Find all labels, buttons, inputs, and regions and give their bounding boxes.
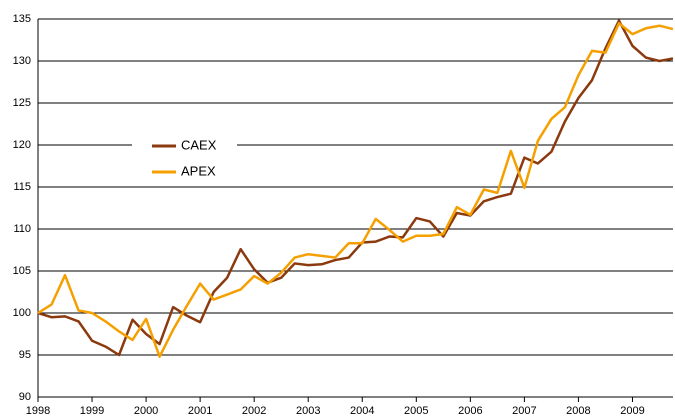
y-tick-label: 90: [19, 391, 31, 403]
x-tick-label: 2004: [350, 405, 374, 417]
x-tick-label: 2007: [512, 405, 536, 417]
y-tick-label: 120: [13, 139, 31, 151]
x-tick-label: 2006: [458, 405, 482, 417]
x-tick-label: 2005: [404, 405, 428, 417]
y-tick-label: 115: [13, 181, 31, 193]
legend-box: [132, 133, 237, 185]
x-tick-label: 2008: [566, 405, 590, 417]
x-tick-label: 1999: [80, 405, 104, 417]
y-tick-label: 100: [13, 307, 31, 319]
y-tick-label: 125: [13, 97, 31, 109]
x-tick-label: 1998: [26, 405, 50, 417]
series-line: [37, 21, 674, 358]
x-tick-label: 2001: [188, 405, 212, 417]
x-tick-label: 2009: [620, 405, 644, 417]
y-tick-label: 135: [13, 13, 31, 25]
y-tick-label: 130: [13, 55, 31, 67]
y-tick-label: 95: [19, 349, 31, 361]
x-tick-label: 2002: [242, 405, 266, 417]
x-tick-label: 2003: [296, 405, 320, 417]
y-tick-label: 105: [13, 265, 31, 277]
legend-label: CAEX: [181, 137, 217, 152]
series-line: [37, 19, 674, 357]
x-tick-label: 2000: [134, 405, 158, 417]
legend-label: APEX: [181, 163, 216, 178]
y-tick-label: 110: [13, 223, 31, 235]
